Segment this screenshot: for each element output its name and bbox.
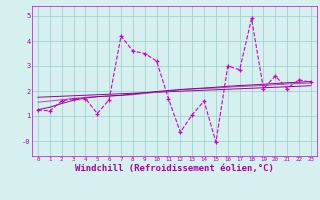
X-axis label: Windchill (Refroidissement éolien,°C): Windchill (Refroidissement éolien,°C) [75, 164, 274, 173]
